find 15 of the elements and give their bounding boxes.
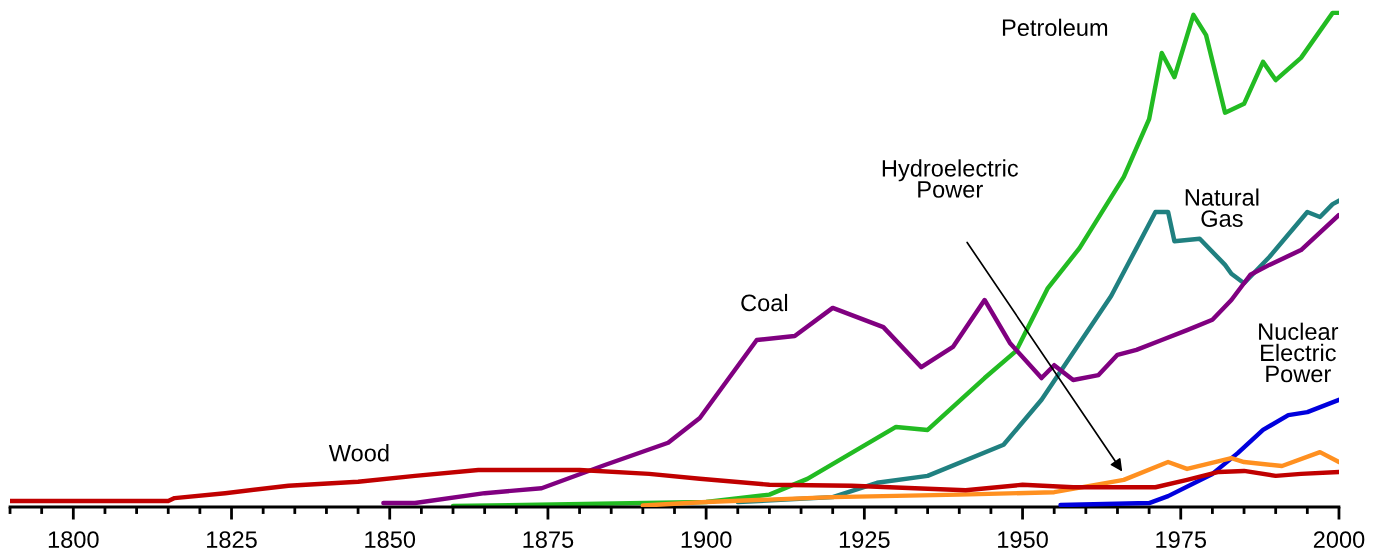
x-tick-label: 2000 xyxy=(1313,531,1365,548)
series-label: Coal xyxy=(741,293,788,312)
x-tick-label: 1950 xyxy=(998,531,1048,548)
x-tick-label: 1825 xyxy=(207,531,257,548)
x-tick-label: 1925 xyxy=(839,531,890,548)
annotation: Hydroelectric Power xyxy=(882,159,1019,198)
series-label: Nuclear Electric Power xyxy=(1259,322,1339,383)
text: Petroleum xyxy=(1002,18,1108,37)
x-tick-label: 1875 xyxy=(523,531,574,548)
series-label: Wood xyxy=(328,444,389,462)
x-tick-label: 1900 xyxy=(681,531,732,548)
x-tick-label: 1800 xyxy=(48,531,99,548)
x-tick-label: 1975 xyxy=(1156,531,1207,548)
series-label: Natural Gas xyxy=(1185,188,1259,227)
x-tick-label: 1850 xyxy=(365,531,416,548)
